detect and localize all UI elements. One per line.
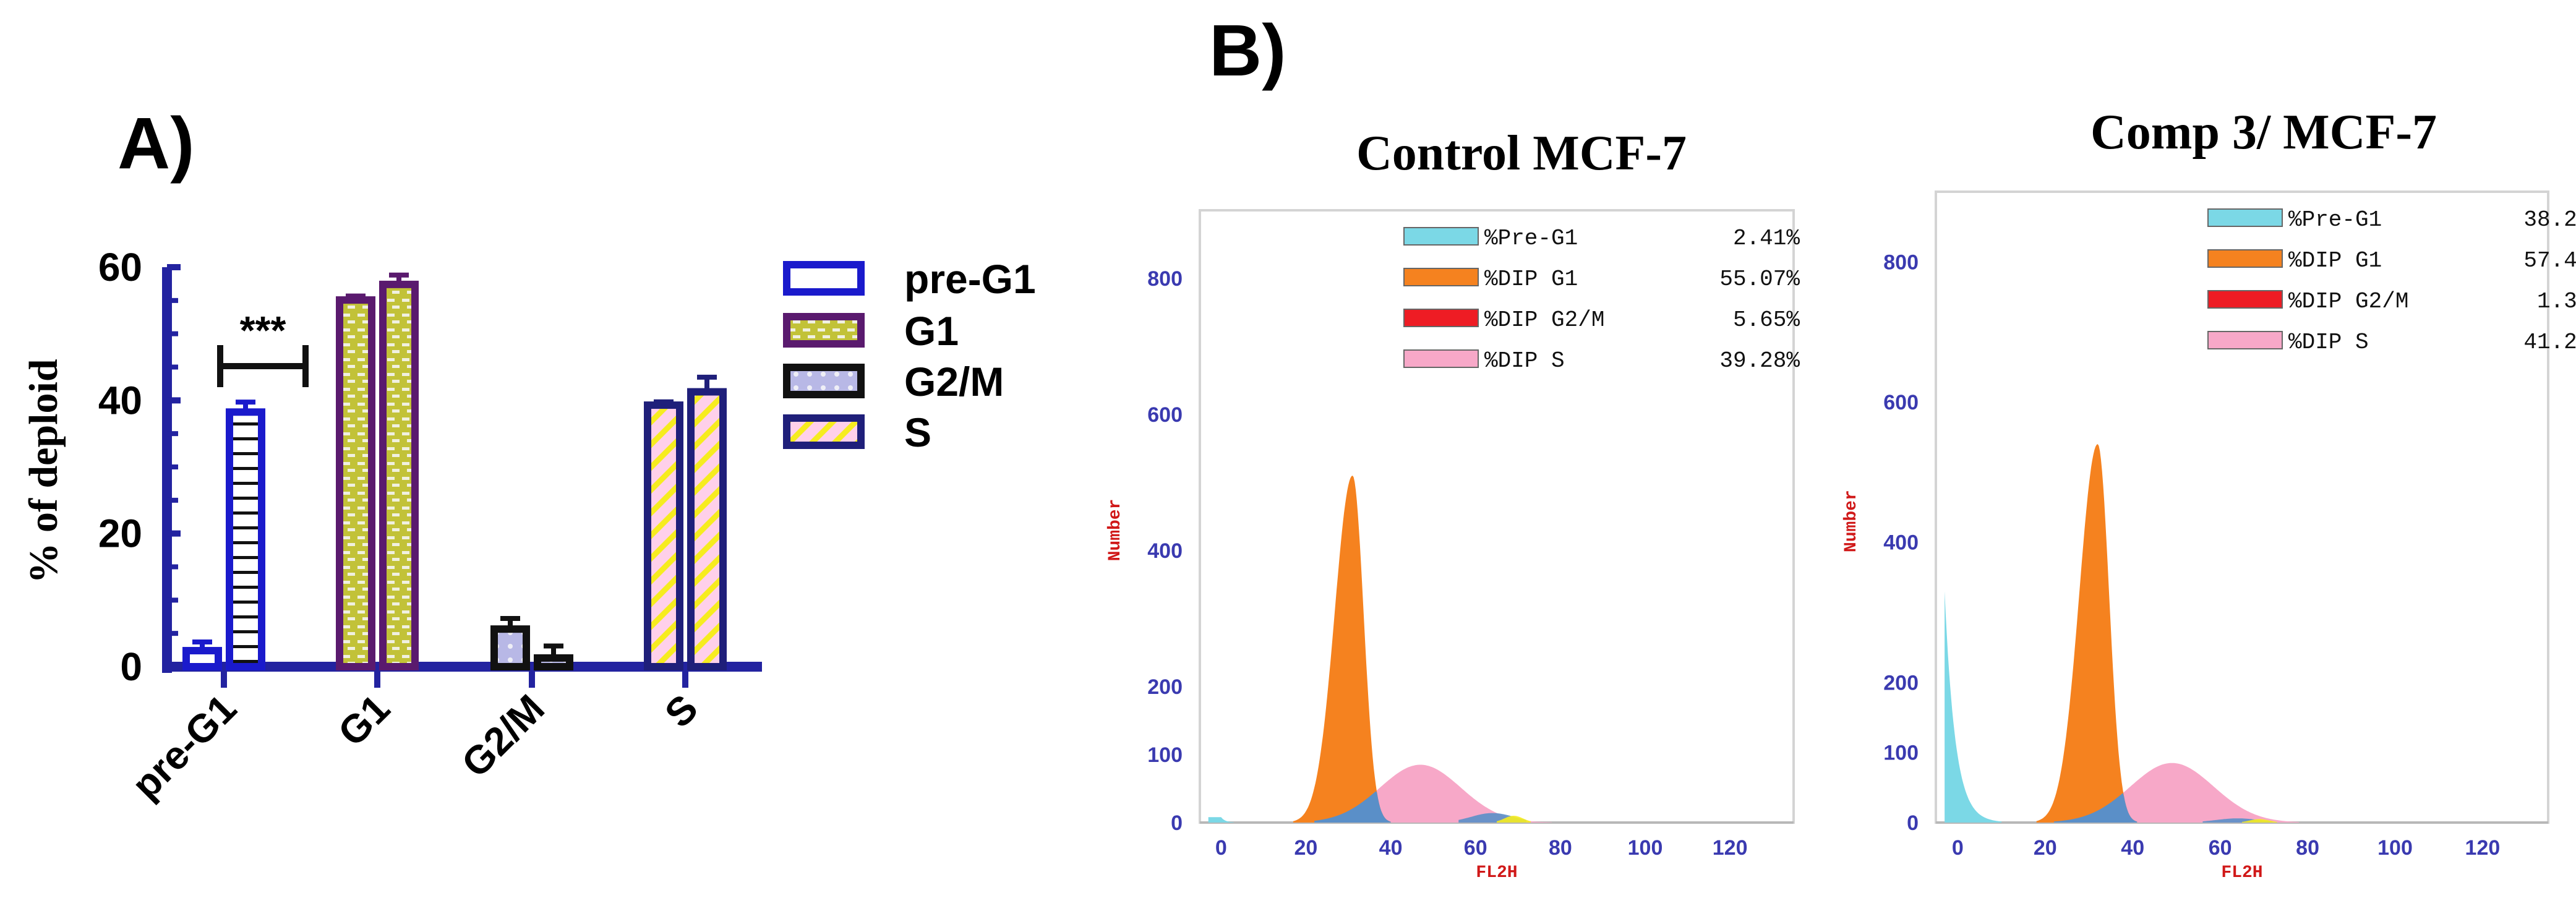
y-axis-label: % of deploid — [21, 359, 66, 583]
g1-s-overlap-area — [2053, 793, 2137, 823]
g1-s-overlap-area — [1314, 791, 1391, 823]
x-tick-label: 80 — [2296, 836, 2319, 860]
legend-label: %DIP G1 — [1484, 267, 1578, 292]
x-tick-label: 100 — [1628, 836, 1663, 860]
legend-value: 2.41% — [1733, 226, 1800, 251]
x-axis-label: FL2H — [1476, 863, 1517, 883]
legend-label: G2/M — [904, 359, 1004, 404]
y-tick-label: 400 — [1147, 539, 1183, 563]
x-tick-label: 0 — [1215, 836, 1227, 860]
y-tick-label: 40 — [98, 378, 142, 422]
bar-pre-g1-control — [182, 647, 222, 671]
bar-pre-g1-comp3 — [226, 408, 265, 670]
legend-value: 41.28% — [2523, 330, 2576, 355]
bar-s-control — [644, 401, 683, 670]
plot-frame — [1935, 190, 2549, 824]
y-tick-label: 60 — [98, 245, 142, 289]
histogram-title-control: Control MCF-7 — [1356, 126, 1687, 181]
plot-frame — [1199, 209, 1795, 824]
y-tick-label: 600 — [1147, 403, 1183, 427]
y-tick-label: 800 — [1883, 250, 1919, 274]
bar-g1-comp3 — [379, 280, 419, 670]
legend-label: %DIP S — [1484, 348, 1565, 374]
bar-chart-panel: 0 20 40 60 pre-G1 G1 G2/M S — [98, 245, 762, 808]
legend-label: S — [904, 409, 931, 455]
x-tick-label: 60 — [1464, 836, 1487, 860]
histogram-control: 0 100 200 400 600 800 0 20 40 60 80 100 120 FL2H Numbe… — [1106, 209, 1800, 883]
legend-swatch — [2207, 331, 2283, 349]
y-tick-label: 100 — [1147, 743, 1183, 767]
bar-s-comp3 — [687, 388, 727, 670]
x-tick-label: pre-G1 — [123, 686, 245, 808]
g1-peak-area — [1293, 476, 1391, 823]
bar-g1-control — [336, 296, 375, 671]
x-tick-label: G2/M — [453, 686, 553, 786]
histogram-comp3: 0 100 200 400 600 800 0 20 40 60 80 100 120 FL2H Numbe… — [1842, 190, 2576, 883]
y-tick-label: 100 — [1883, 742, 1919, 765]
g2m-tail-area — [2242, 819, 2277, 823]
legend-label: G1 — [904, 308, 959, 354]
legend-label: %DIP S — [2288, 330, 2369, 355]
legend-label: %DIP G1 — [2288, 248, 2382, 273]
panel-b-label: B) — [1209, 10, 1286, 92]
y-axis-label: Number — [1106, 499, 1125, 562]
x-tick-label: 40 — [2121, 836, 2144, 860]
legend-swatch — [1403, 268, 1479, 286]
y-tick-label: 0 — [120, 644, 142, 689]
g1-peak-area — [2036, 444, 2137, 823]
pre-g1-population-area — [1208, 817, 1234, 823]
legend-swatch — [2207, 249, 2283, 268]
legend-swatch — [783, 414, 865, 449]
g2m-tail-area — [1497, 816, 1531, 823]
y-tick-label: 200 — [1147, 675, 1183, 699]
y-tick-label: 600 — [1883, 391, 1919, 414]
legend-label: %Pre-G1 — [2288, 207, 2382, 233]
x-tick-label: 0 — [1952, 836, 1964, 860]
significance-marker: *** — [240, 308, 286, 353]
legend-swatch — [2207, 290, 2283, 309]
legend-swatch — [783, 313, 865, 348]
legend-label: pre-G1 — [904, 256, 1036, 302]
x-tick-label: 20 — [2034, 836, 2057, 860]
bar-g2m-control — [490, 625, 530, 670]
y-tick-label: 0 — [1171, 811, 1183, 835]
x-tick-label: 120 — [1713, 836, 1748, 860]
x-tick-label: 120 — [2465, 836, 2501, 860]
legend-swatch — [783, 364, 865, 398]
legend-swatch — [1403, 349, 1479, 368]
x-tick-label: 80 — [1549, 836, 1572, 860]
legend-swatch — [1403, 309, 1479, 327]
legend-label: %DIP G2/M — [2288, 289, 2408, 314]
bar-chart-legend: pre-G1 G1 G2/M S — [783, 256, 1036, 455]
histogram-title-comp3: Comp 3/ MCF-7 — [2090, 105, 2437, 160]
panel-a-label: A) — [118, 103, 195, 184]
legend-value: 38.24% — [2523, 207, 2576, 233]
x-tick-label: 20 — [1294, 836, 1318, 860]
legend-label: %DIP G2/M — [1484, 307, 1604, 333]
y-tick-label: 200 — [1883, 671, 1919, 695]
legend-swatch — [2207, 208, 2283, 227]
x-tick-label: G1 — [330, 686, 398, 755]
legend-value: 1.31% — [2537, 289, 2576, 314]
legend-value: 57.41% — [2523, 248, 2576, 273]
legend-value: 39.28% — [1719, 348, 1800, 374]
x-tick-label: 40 — [1379, 836, 1403, 860]
y-tick-label: 400 — [1883, 531, 1919, 555]
y-axis-label: Number — [1842, 490, 1861, 552]
bar-g2m-comp3 — [534, 654, 573, 670]
legend-value: 55.07% — [1719, 267, 1800, 292]
x-tick-label: 60 — [2209, 836, 2232, 860]
pre-g1-population-area — [1945, 591, 2002, 823]
x-tick-label: 100 — [2377, 836, 2413, 860]
legend-label: %Pre-G1 — [1484, 226, 1578, 251]
y-tick-label: 800 — [1147, 267, 1183, 291]
y-tick-label: 20 — [98, 511, 142, 556]
legend-value: 5.65% — [1733, 307, 1800, 333]
x-axis-label: FL2H — [2221, 863, 2262, 883]
x-tick-label: S — [656, 686, 706, 736]
y-tick-label: 0 — [1907, 811, 1919, 835]
legend-swatch-inner — [794, 276, 854, 281]
legend-swatch — [1403, 227, 1479, 246]
